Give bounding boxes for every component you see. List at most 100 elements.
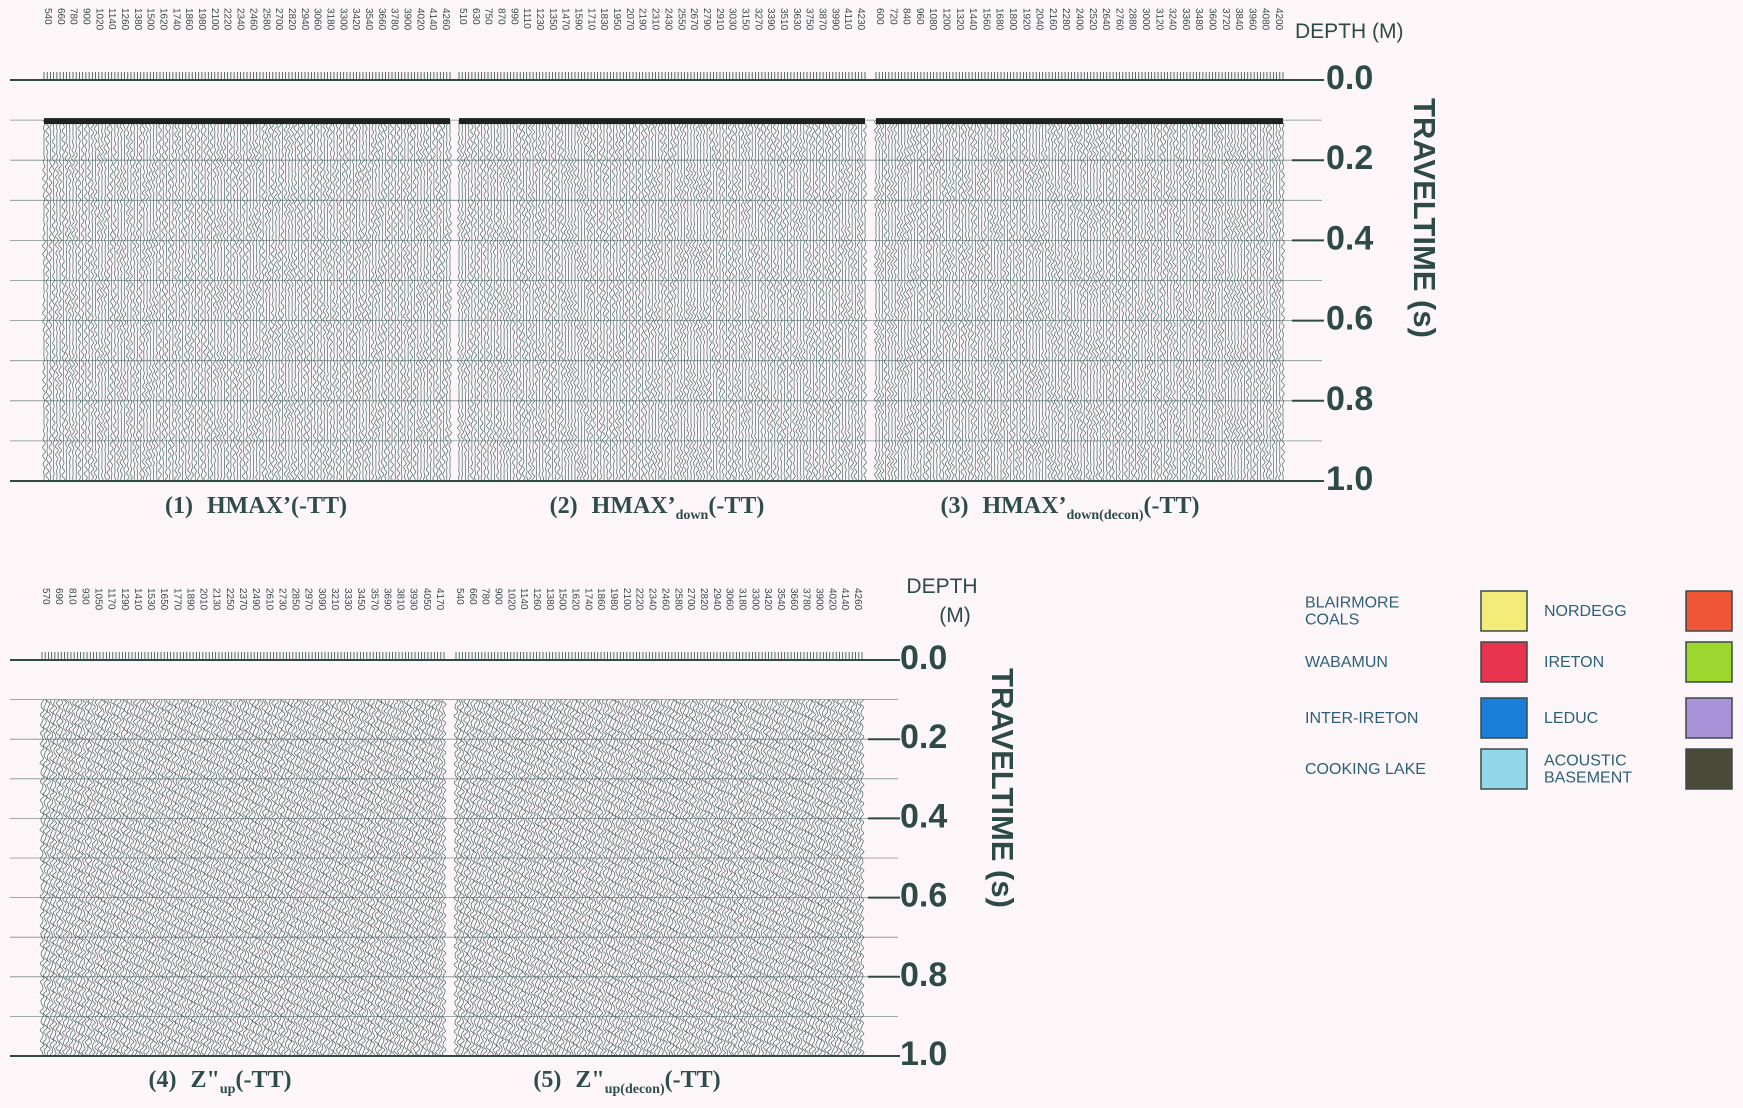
depth-label: 1260	[531, 588, 542, 611]
depth-label: 4110	[842, 8, 853, 30]
trace	[80, 120, 85, 482]
trace	[489, 120, 494, 482]
trace	[479, 699, 485, 1057]
trace	[608, 699, 614, 1057]
trace	[322, 119, 327, 482]
trace	[74, 699, 80, 1057]
trace	[734, 119, 738, 482]
trace	[309, 699, 315, 1057]
trace	[197, 699, 203, 1057]
depth-label: 1860	[595, 588, 606, 611]
trace	[676, 120, 681, 482]
depth-label: 3180	[736, 588, 747, 611]
time-tick-label: 0.2	[1326, 139, 1373, 177]
trace	[341, 699, 347, 1056]
trace	[691, 699, 697, 1057]
depth-label: 1440	[967, 8, 978, 31]
trace	[67, 119, 72, 481]
trace	[116, 119, 120, 482]
trace	[1015, 119, 1019, 482]
caption: (3) HMAX’down(decon)(-TT)	[941, 493, 1200, 523]
trace	[672, 699, 678, 1057]
depth-label: 3780	[801, 588, 812, 611]
trace	[1139, 119, 1144, 482]
trace	[495, 699, 501, 1057]
trace	[62, 699, 68, 1057]
trace	[154, 120, 159, 482]
trace	[791, 699, 797, 1057]
trace	[364, 699, 370, 1057]
trace	[1204, 120, 1209, 482]
depth-label: 2040	[1034, 8, 1045, 31]
depth-label: 1500	[557, 588, 568, 611]
depth-label: 1290	[119, 588, 130, 611]
trace	[1216, 119, 1221, 482]
trace	[505, 699, 511, 1057]
trace	[666, 699, 672, 1057]
trace	[303, 699, 309, 1057]
trace	[647, 120, 651, 482]
trace	[950, 119, 955, 482]
depth-label: 2460	[659, 588, 670, 611]
trace	[814, 119, 819, 482]
trace	[1165, 119, 1170, 482]
trace	[843, 699, 849, 1057]
depth-label: 900	[493, 588, 504, 605]
trace	[367, 699, 373, 1057]
trace	[750, 120, 755, 482]
trace	[1236, 120, 1241, 482]
trace	[216, 699, 222, 1057]
depth-label: 960	[914, 8, 925, 25]
time-tick-label: 0.4	[1326, 219, 1373, 257]
trace	[225, 119, 230, 482]
trace	[685, 119, 690, 481]
caption-name: Z"	[575, 1067, 604, 1093]
trace	[931, 120, 936, 482]
trace	[704, 699, 710, 1057]
trace	[219, 120, 224, 482]
trace	[1124, 120, 1128, 482]
trace	[258, 699, 264, 1057]
trace	[472, 699, 478, 1057]
depth-label: 1650	[158, 588, 169, 611]
trace	[206, 699, 212, 1057]
trace	[1133, 120, 1138, 482]
trace	[598, 699, 604, 1056]
trace	[100, 699, 106, 1057]
trace	[96, 120, 101, 482]
trace	[328, 119, 333, 482]
trace	[979, 120, 984, 482]
trace	[145, 699, 151, 1057]
depth-label: 1410	[132, 588, 143, 611]
trace	[820, 699, 826, 1057]
trace	[287, 119, 291, 482]
time-tick-label: 0.0	[900, 639, 947, 677]
trace	[970, 119, 975, 482]
depth-label: 3420	[762, 588, 773, 611]
depth-label: 2100	[209, 8, 220, 31]
trace	[322, 699, 328, 1057]
trace	[39, 699, 45, 1057]
trace	[1271, 120, 1276, 481]
trace	[152, 699, 158, 1057]
trace	[348, 119, 353, 482]
trace	[511, 119, 516, 482]
caption-suffix: (-TT)	[708, 493, 764, 519]
trace	[611, 120, 616, 482]
depth-label: 1620	[158, 8, 169, 31]
legend-label: NORDEGG	[1544, 603, 1627, 620]
trace	[643, 699, 649, 1057]
depth-label: 3660	[376, 8, 387, 31]
trace	[720, 699, 726, 1057]
trace	[1255, 120, 1260, 482]
first-break	[44, 118, 450, 125]
legend-label: WABAMUN	[1305, 654, 1388, 671]
trace	[206, 120, 211, 482]
depth-label: 3180	[324, 8, 335, 31]
caption-suffix: (-TT)	[235, 1067, 291, 1093]
trace	[701, 699, 707, 1057]
trace	[540, 120, 545, 482]
trace	[727, 699, 733, 1057]
trace	[756, 699, 762, 1057]
